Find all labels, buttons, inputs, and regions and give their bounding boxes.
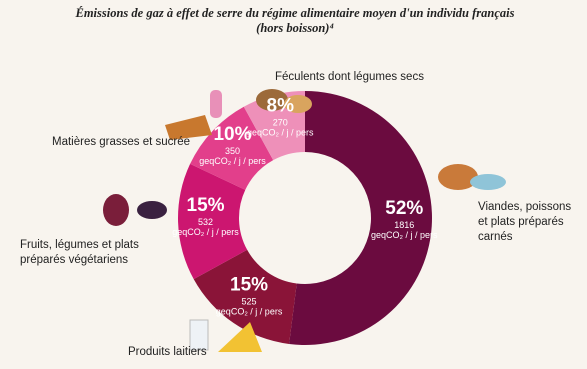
percent-label: 10% [213, 124, 251, 145]
wedge [289, 91, 432, 345]
percent-label: 15% [187, 195, 225, 216]
decor [103, 89, 506, 352]
category-label: Matières grasses et sucrée [52, 136, 191, 148]
category-label: Viandes, poissons et plats préparés carn… [478, 201, 572, 243]
emission-label: 532 [198, 217, 213, 227]
emission-label: 350 [225, 146, 240, 156]
percent-label: 52% [385, 198, 423, 219]
emission-label: 1816 [394, 220, 414, 230]
category-label: Féculents dont légumes secs [275, 71, 424, 83]
wedge [193, 249, 297, 344]
unit-label: geqCO₂ / j / pers [216, 306, 283, 316]
emission-label: 270 [273, 118, 288, 128]
category-label: Fruits, légumes et plats préparés végéta… [20, 239, 139, 266]
wedge [177, 163, 248, 280]
donut [177, 91, 432, 345]
percent-label: 8% [267, 96, 295, 117]
unit-label: geqCO₂ / j / pers [371, 230, 438, 240]
emission-label: 525 [242, 296, 257, 306]
unit-label: geqCO₂ / j / pers [247, 128, 314, 138]
unit-label: geqCO₂ / j / pers [199, 156, 266, 166]
category-label: Produits laitiers [128, 346, 207, 358]
wedge [190, 106, 274, 190]
percent-label: 15% [230, 274, 268, 295]
chart-title: Émissions de gaz à effet de serre du rég… [75, 6, 515, 35]
unit-label: geqCO₂ / j / pers [172, 227, 239, 237]
